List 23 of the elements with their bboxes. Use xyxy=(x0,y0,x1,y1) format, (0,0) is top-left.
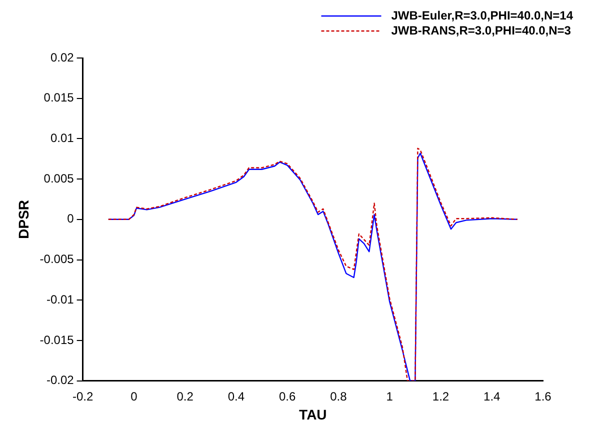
x-tick-label: -0.2 xyxy=(72,389,94,404)
y-tick-label: 0.015 xyxy=(44,90,74,105)
legend-label: JWB-RANS,R=3.0,PHI=40.0,N=3 xyxy=(391,23,572,38)
y-tick-label: -0.02 xyxy=(46,373,74,388)
y-axis-title: DPSR xyxy=(15,200,32,239)
x-tick-label: 0.4 xyxy=(228,389,245,404)
x-tick-label: 1.4 xyxy=(484,389,501,404)
y-tick-label: 0.01 xyxy=(50,131,74,146)
y-tick-label: 0.02 xyxy=(50,50,74,64)
x-tick-label: 0.2 xyxy=(176,389,194,404)
y-tick-label: -0.015 xyxy=(40,332,74,347)
x-tick-label: 1.6 xyxy=(534,389,552,404)
x-tick-label: 1.2 xyxy=(432,389,450,404)
x-axis-title: TAU xyxy=(299,406,327,422)
x-tick-label: 0 xyxy=(130,389,138,404)
legend-label: JWB-Euler,R=3.0,PHI=40.0,N=14 xyxy=(391,8,574,22)
x-tick-label: 0.8 xyxy=(330,389,348,404)
x-tick-label: 0.6 xyxy=(279,389,296,404)
y-tick-label: 0.005 xyxy=(44,171,74,186)
y-tick-label: -0.01 xyxy=(46,292,74,306)
y-tick-label: -0.005 xyxy=(40,252,74,266)
x-tick-label: 1 xyxy=(386,389,394,404)
y-tick-label: 0 xyxy=(67,212,74,226)
